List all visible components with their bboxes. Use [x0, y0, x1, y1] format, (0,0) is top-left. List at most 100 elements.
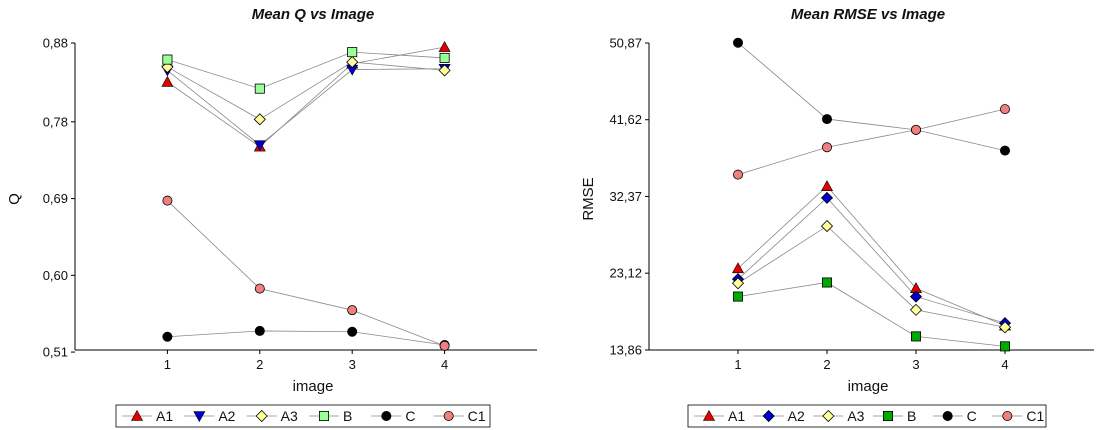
q-chart-legend-marker-a1 — [130, 409, 144, 421]
q-chart-series-line-a3 — [167, 61, 445, 120]
q-chart-xtick-label: 4 — [441, 357, 448, 372]
rmse-chart-ytick-label: 23,12 — [609, 266, 642, 281]
q-chart-point-b — [347, 47, 358, 58]
q-chart-ytick-label: 0,60 — [43, 268, 68, 283]
q-chart-legend-marker-a2 — [193, 411, 206, 423]
rmse-chart-xtick-label: 3 — [912, 357, 919, 372]
q-chart-point-a1 — [438, 41, 451, 52]
rmse-chart-point-c — [1000, 145, 1011, 156]
rmse-chart-legend-marker-a2 — [762, 409, 775, 423]
q-chart-point-a3 — [346, 56, 359, 69]
rmse-chart-series-line-a2 — [737, 197, 1006, 324]
rmse-chart-ytick-label: 50,87 — [609, 36, 642, 51]
q-chart-series-line-a2 — [167, 68, 445, 146]
rmse-chart-point-a1 — [731, 262, 745, 274]
rmse-chart-xtick-label: 2 — [823, 357, 830, 372]
q-chart: Mean Q vs Image image Q 0,88 0,78 0,69 0,60… — [6, 6, 537, 428]
q-chart-series-line-c — [167, 330, 445, 346]
rmse-chart-legend-label: A3 — [847, 408, 864, 424]
q-chart-xtick-label: 3 — [349, 357, 356, 372]
q-chart-ytick-label: 0,88 — [43, 36, 68, 51]
q-chart-legend-label: B — [343, 408, 352, 424]
q-chart-point-b — [439, 52, 450, 63]
q-chart-point-b — [162, 54, 173, 65]
rmse-chart-series-line-c1 — [737, 108, 1006, 176]
q-chart-legend-label: C — [405, 408, 415, 424]
q-chart-ytick-label: 0,51 — [43, 345, 68, 360]
rmse-chart-series-line-a1 — [737, 185, 1006, 326]
rmse-chart-ytick-label: 13,86 — [609, 343, 642, 358]
rmse-chart-legend-label: C1 — [1026, 408, 1044, 424]
q-chart-series-line-a1 — [167, 46, 445, 148]
q-chart-legend-marker-c1 — [443, 410, 454, 421]
rmse-chart-point-a1 — [820, 180, 834, 191]
q-chart-point-a3 — [438, 64, 451, 77]
q-chart-series-line-b — [167, 51, 445, 90]
rmse-chart-point-a3 — [998, 321, 1012, 334]
rmse-chart-legend-marker-c1 — [1002, 410, 1013, 421]
rmse-chart-ytick-label: 41,62 — [609, 112, 642, 127]
rmse-chart-legend-marker-b — [883, 410, 894, 421]
q-chart-point-a1 — [161, 75, 174, 87]
rmse-chart: Mean RMSE vs Image image RMSE 50,87 41,62… — [580, 6, 1094, 428]
q-chart-legend-marker-b — [318, 410, 329, 421]
rmse-chart-legend-marker-c — [942, 410, 953, 421]
rmse-chart-point-c1 — [1000, 104, 1011, 115]
rmse-chart-title: Mean RMSE vs Image — [791, 6, 945, 23]
rmse-chart-point-a2 — [909, 290, 923, 303]
rmse-chart-series-line-a3 — [737, 225, 1006, 328]
rmse-chart-point-b — [1000, 341, 1011, 352]
rmse-chart-point-a3 — [820, 220, 834, 233]
rmse-chart-legend-marker-a1 — [702, 409, 716, 421]
q-chart-series-line-c1 — [167, 200, 445, 347]
q-chart-ylabel: Q — [6, 193, 23, 205]
q-chart-point-a3 — [253, 113, 266, 126]
rmse-chart-series-line-c — [737, 42, 1006, 151]
q-chart-point-c — [162, 331, 173, 342]
q-chart-legend-label: A1 — [156, 408, 173, 424]
q-chart-point-c1 — [162, 195, 173, 206]
rmse-chart-legend-marker-a3 — [822, 409, 835, 423]
q-chart-point-a2 — [253, 140, 266, 152]
rmse-chart-point-b — [911, 331, 922, 342]
rmse-chart-point-b — [822, 277, 833, 288]
rmse-chart-point-c1 — [733, 169, 744, 180]
rmse-chart-series-line-b — [737, 282, 1006, 347]
q-chart-point-c — [254, 325, 265, 336]
q-chart-legend-label: C1 — [468, 408, 486, 424]
q-chart-legend-label: A3 — [281, 408, 298, 424]
rmse-chart-legend-label: B — [907, 408, 916, 424]
rmse-chart-point-c1 — [911, 124, 922, 135]
rmse-chart-ylabel: RMSE — [580, 177, 597, 220]
rmse-chart-point-c1 — [822, 142, 833, 153]
rmse-chart-xtick-label: 1 — [734, 357, 741, 372]
rmse-chart-legend-box — [687, 404, 1047, 428]
rmse-chart-legend-label: C — [967, 408, 977, 424]
q-chart-title: Mean Q vs Image — [252, 6, 375, 23]
q-chart-xtick-label: 1 — [164, 357, 171, 372]
q-chart-xtick-label: 2 — [256, 357, 263, 372]
q-chart-point-b — [254, 83, 265, 94]
rmse-chart-xlabel: image — [848, 378, 889, 395]
q-chart-legend-label: A2 — [218, 408, 235, 424]
q-chart-point-c1 — [347, 305, 358, 316]
q-chart-legend-marker-c — [381, 410, 392, 421]
rmse-chart-point-a3 — [731, 277, 745, 290]
rmse-chart-point-c — [733, 37, 744, 48]
rmse-chart-point-a3 — [909, 303, 923, 316]
rmse-chart-ytick-label: 32,37 — [609, 189, 642, 204]
rmse-chart-legend-label: A2 — [788, 408, 805, 424]
q-chart-ytick-label: 0,69 — [43, 191, 68, 206]
rmse-chart-legend-label: A1 — [728, 408, 745, 424]
q-chart-legend-marker-a3 — [255, 409, 268, 423]
q-chart-ytick-label: 0,78 — [43, 114, 68, 129]
q-chart-point-c — [347, 326, 358, 337]
q-chart-point-c1 — [439, 340, 450, 351]
q-chart-legend-box — [115, 404, 491, 428]
rmse-chart-point-b — [733, 291, 744, 302]
rmse-chart-point-a2 — [820, 191, 834, 204]
rmse-chart-point-c — [822, 114, 833, 125]
q-chart-xlabel: image — [293, 378, 334, 395]
rmse-chart-xtick-label: 4 — [1001, 357, 1008, 372]
